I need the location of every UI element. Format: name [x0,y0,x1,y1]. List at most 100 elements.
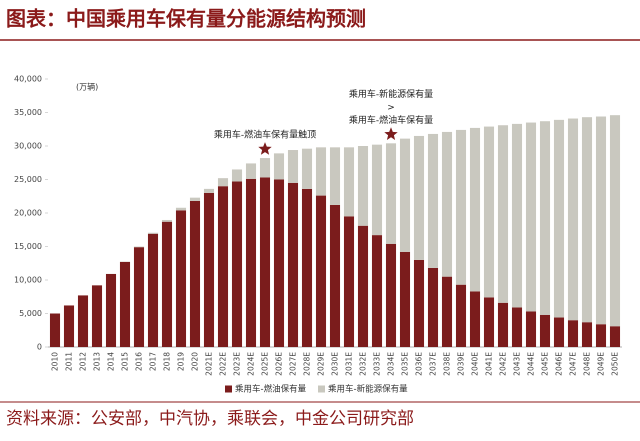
bar-segment [161,219,173,222]
x-tick-label: 2050E [611,352,620,376]
bar-segment [329,204,341,347]
bar-segment [581,117,593,323]
bar-segment [567,320,579,347]
bar-segment [399,251,411,347]
bar-segment [259,177,271,347]
x-tick-label: 2010 [51,352,60,371]
bar-segment [553,119,565,318]
bar-segment [175,210,187,347]
x-tick-label: 2028E [303,352,312,376]
x-tick-label: 2027E [289,352,298,376]
bar-segment [441,276,453,347]
bar-segment [147,232,159,234]
legend-label: 乘用车-燃油保有量 [235,384,307,395]
bar-segment [147,233,159,347]
x-tick-label: 2016 [135,352,144,371]
bar-segment [245,163,257,179]
y-tick-label: 20,000 [14,209,42,218]
y-tick-label: 15,000 [14,242,42,251]
y-tick-label: 10,000 [14,276,42,285]
x-tick-label: 2026E [275,352,284,376]
annotation-text: > [387,103,395,113]
annotation-text: 乘用车-燃油车保有量 [349,114,433,126]
bar-segment [49,313,61,347]
bar-segment [497,302,509,347]
bar-segment [399,138,411,252]
bar-segment [315,147,327,196]
bar-segment [231,169,243,182]
x-tick-label: 2038E [443,352,452,376]
x-tick-label: 2041E [485,352,494,376]
bar-segment [77,295,89,347]
x-tick-label: 2022E [219,352,228,376]
x-tick-label: 2047E [569,352,578,376]
x-tick-label: 2040E [471,352,480,376]
bar-segment [343,147,355,217]
bar-segment [175,207,187,211]
x-tick-label: 2036E [415,352,424,376]
annotation-text: 乘用车-燃油车保有量触顶 [214,129,316,141]
bar-segment [343,216,355,347]
bar-segment [553,317,565,347]
x-tick-label: 2035E [401,352,410,376]
bar-segment [385,243,397,347]
bar-segment [273,179,285,347]
annotation-star [258,142,272,155]
bar-segment [539,121,551,315]
x-tick-label: 2011 [65,352,74,371]
bar-segment [231,181,243,347]
x-tick-label: 2012 [79,352,88,371]
bar-segment [427,267,439,347]
bar-segment [609,326,621,347]
bar-segment [133,246,145,248]
bar-segment [595,116,607,325]
x-tick-label: 2046E [555,352,564,376]
legend-swatch [318,385,325,393]
x-tick-label: 2032E [359,352,368,376]
bar-segment [581,322,593,347]
bar-segment [105,273,117,347]
x-tick-label: 2045E [541,352,550,376]
bar-segment [203,188,215,193]
x-tick-label: 2018 [163,352,172,371]
bar-segment [385,143,397,244]
bar-segment [511,307,523,347]
bar-segment [497,125,509,303]
x-tick-label: 2019 [177,352,186,371]
x-tick-label: 2044E [527,352,536,376]
bar-segment [483,126,495,298]
bar-segment [287,182,299,347]
bar-segment [189,197,201,201]
bar-segment [609,115,621,327]
annotation-text: 乘用车-新能源保有量 [349,88,433,100]
bar-segment [539,314,551,347]
bar-segment [259,158,271,178]
bar-segment [217,186,229,347]
bar-segment [287,150,299,183]
bar-segment [217,178,229,187]
bar-segment [371,144,383,236]
y-tick-label: 25,000 [14,175,42,184]
bar-segment [413,135,425,260]
y-tick-label: 30,000 [14,142,42,151]
bar-segment [525,122,537,312]
bar-segment [203,192,215,347]
bar-segment [413,259,425,347]
bar-segment [245,178,257,347]
x-tick-label: 2037E [429,352,438,376]
legend-swatch [225,385,232,393]
x-tick-label: 2017 [149,352,158,371]
x-tick-label: 2031E [345,352,354,376]
y-tick-label: 35,000 [14,108,42,117]
bar-segment [357,225,369,347]
bar-segment [427,133,439,268]
x-tick-label: 2023E [233,352,242,376]
x-tick-label: 2048E [583,352,592,376]
bar-segment [511,123,523,308]
x-tick-label: 2033E [373,352,382,376]
bar-segment [469,291,481,347]
annotation-star [384,127,398,140]
x-tick-label: 2042E [499,352,508,376]
bar-segment [455,284,467,347]
